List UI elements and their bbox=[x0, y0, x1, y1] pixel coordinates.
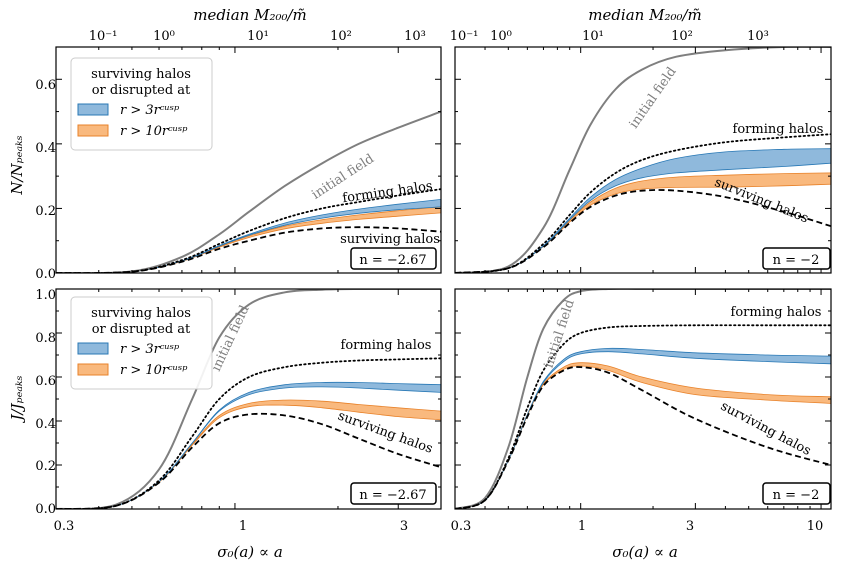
panel-top-right bbox=[454, 46, 832, 274]
y-tick-top-0: 0.0 bbox=[35, 267, 56, 282]
label-initial-field-bl: initial field bbox=[209, 303, 253, 374]
label-initial-field-br: initial field bbox=[542, 298, 578, 370]
y-label-bottom: J/Jₚₑₐₖₛ bbox=[8, 375, 26, 423]
x-tick-left-1: 1 bbox=[239, 519, 247, 534]
top-tick-left-3: 10² bbox=[330, 29, 352, 44]
label-forming-halos-br: forming halos bbox=[731, 305, 822, 320]
legend-title-1b: surviving halos bbox=[91, 306, 191, 321]
line-initial-field bbox=[455, 289, 831, 509]
y-tick-top-2: 0.4 bbox=[35, 141, 56, 156]
panel-bottom-right bbox=[454, 288, 832, 510]
top-tick-right-0: 10⁻¹ bbox=[450, 29, 479, 44]
bottom-axis-label-left: σ₀(a) ∝ a bbox=[217, 543, 283, 561]
bottom-axis-label-right: σ₀(a) ∝ a bbox=[612, 543, 678, 561]
band-3rcusp bbox=[56, 198, 441, 273]
legend-entry-2b: r > 10rᶜᵘˢᵖ bbox=[120, 363, 187, 378]
n-label-bl: n = −2.67 bbox=[359, 488, 426, 503]
y-tick-bottom-2: 0.4 bbox=[35, 417, 56, 432]
line-initial-field bbox=[56, 110, 441, 273]
top-axis-label-right: median M₂₀₀/m̃ bbox=[588, 6, 702, 24]
label-forming-halos-bl: forming halos bbox=[341, 338, 432, 353]
top-tick-right-3: 10² bbox=[671, 29, 693, 44]
plot-area bbox=[56, 110, 441, 273]
top-tick-left-1: 10⁰ bbox=[153, 29, 175, 44]
legend-swatch-orange bbox=[77, 124, 109, 137]
n-box-tr: n = −2 bbox=[762, 247, 831, 270]
y-tick-bottom-3: 0.6 bbox=[35, 374, 56, 389]
y-tick-top-1: 0.2 bbox=[35, 204, 56, 219]
legend-title-2: or disrupted at bbox=[92, 83, 191, 98]
n-label-br: n = −2 bbox=[773, 488, 820, 503]
band-3rcusp bbox=[56, 381, 441, 509]
x-tick-right-0: 0.3 bbox=[451, 519, 472, 534]
n-box-br: n = −2 bbox=[762, 482, 831, 505]
band-10rcusp bbox=[56, 399, 441, 509]
panel-top-left bbox=[55, 46, 442, 274]
legend-title-2b: or disrupted at bbox=[92, 322, 191, 337]
band-10rcusp bbox=[455, 172, 831, 273]
line-surviving-halos bbox=[455, 189, 831, 273]
legend-bottom: surviving halos or disrupted at r > 3rᶜᵘ… bbox=[70, 296, 213, 390]
line-surviving-halos bbox=[56, 226, 441, 273]
top-tick-right-4: 10³ bbox=[747, 29, 769, 44]
x-tick-left-2: 3 bbox=[400, 519, 408, 534]
band-3rcusp bbox=[455, 347, 831, 509]
n-label-tl: n = −2.67 bbox=[359, 253, 426, 268]
band-3rcusp bbox=[455, 148, 831, 273]
legend-entry-1: r > 3rᶜᵘˢᵖ bbox=[120, 103, 179, 118]
axes-frame bbox=[454, 46, 832, 274]
x-tick-right-2: 3 bbox=[686, 519, 694, 534]
label-surviving-halos-br: surviving halos bbox=[718, 399, 813, 459]
panel-bottom-left bbox=[55, 288, 442, 510]
y-tick-bottom-4: 0.8 bbox=[35, 331, 56, 346]
x-tick-right-1: 1 bbox=[578, 519, 586, 534]
legend-swatch-orange-b bbox=[77, 363, 109, 376]
y-tick-bottom-1: 0.2 bbox=[35, 459, 56, 474]
legend-entry-2: r > 10rᶜᵘˢᵖ bbox=[120, 124, 187, 139]
plot-area bbox=[56, 289, 441, 509]
top-tick-right-1: 10⁰ bbox=[490, 29, 512, 44]
line-initial-field bbox=[56, 289, 441, 509]
y-tick-bottom-5: 1.0 bbox=[35, 288, 56, 303]
n-box-bl: n = −2.67 bbox=[350, 482, 437, 505]
n-box-tl: n = −2.67 bbox=[350, 247, 437, 270]
legend-entry-1b: r > 3rᶜᵘˢᵖ bbox=[120, 342, 179, 357]
legend-title-1: surviving halos bbox=[91, 67, 191, 82]
label-forming-halos-tr: forming halos bbox=[733, 122, 824, 137]
x-tick-right-3: 10 bbox=[807, 519, 824, 534]
top-tick-right-2: 10¹ bbox=[582, 29, 604, 44]
y-tick-top-3: 0.6 bbox=[35, 78, 56, 93]
y-label-top: N/Nₚₑₐₖₛ bbox=[8, 135, 26, 195]
legend-swatch-blue bbox=[77, 103, 109, 116]
top-tick-left-0: 10⁻¹ bbox=[89, 29, 118, 44]
y-tick-bottom-0: 0.0 bbox=[35, 502, 56, 517]
legend-top: surviving halos or disrupted at r > 3rᶜᵘ… bbox=[70, 57, 213, 151]
legend-swatch-blue-b bbox=[77, 342, 109, 355]
x-tick-left-0: 0.3 bbox=[54, 519, 75, 534]
n-label-tr: n = −2 bbox=[773, 253, 820, 268]
line-forming-halos bbox=[455, 133, 831, 273]
plot-area bbox=[455, 289, 831, 509]
line-initial-field bbox=[455, 47, 831, 273]
top-tick-left-4: 10³ bbox=[404, 29, 426, 44]
plot-area bbox=[455, 47, 831, 273]
top-axis-label-left: median M₂₀₀/m̃ bbox=[193, 6, 307, 24]
label-surviving-halos-tl: surviving halos bbox=[340, 232, 440, 247]
top-tick-left-2: 10¹ bbox=[247, 29, 269, 44]
axes-frame bbox=[55, 46, 442, 274]
line-surviving-halos bbox=[56, 412, 441, 509]
